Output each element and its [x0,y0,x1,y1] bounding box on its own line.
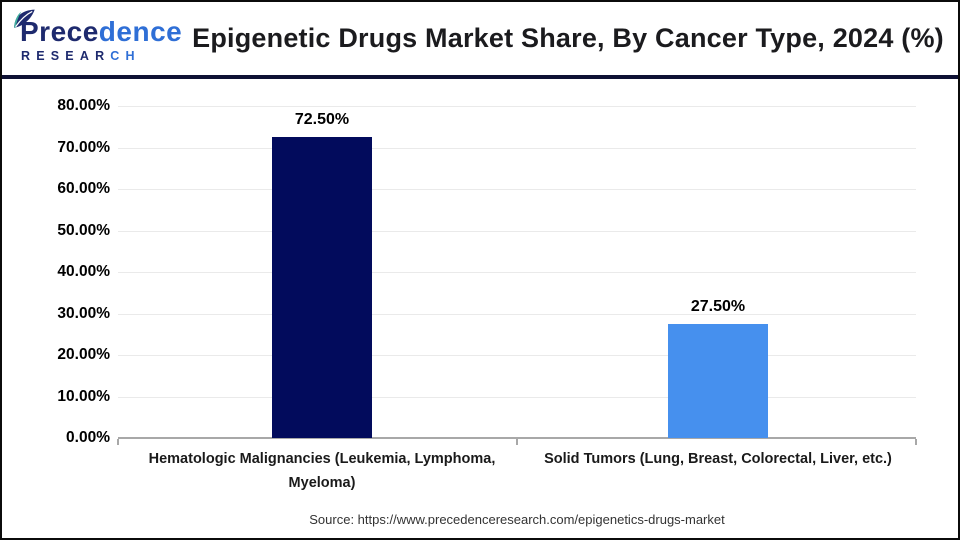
category-label-line: Myeloma) [288,474,356,491]
bar-hematologic-malignancies [272,137,372,438]
gridline-40 [118,272,916,273]
y-axis-tick-label: 60.00% [57,180,110,197]
logo-subtitle-primary: RESEAR [21,49,111,64]
y-axis-tick-label: 30.00% [57,304,110,322]
precedence-research-logo: Precedence RESEARCH [14,9,190,63]
x-axis-line [118,437,916,439]
logo-wordmark: Precedence [14,9,190,48]
logo-subtitle-secondary: CH [110,49,141,64]
bar-value-label-hematologic-malignancies: 72.50% [294,111,350,129]
y-axis-tick-label: 70.00% [57,138,110,156]
y-axis-tick-label: 50.00% [57,221,110,239]
logo-text-secondary: dence [98,16,183,48]
gridline-30 [118,313,916,315]
gridline-80 [118,106,916,107]
gridline-50 [118,230,916,232]
category-label-line: Hematologic Malignancies (Leukemia, Lymp… [148,451,496,467]
logo-text-primary: Prece [20,16,99,48]
bar-solid-tumors [668,323,768,438]
x-axis-tick-1 [516,439,518,445]
gridline-60 [118,189,916,190]
x-axis-tick-2 [915,439,917,445]
y-axis-tick-label: 0.00% [66,429,110,446]
chart-title: Epigenetic Drugs Market Share, By Cancer… [192,23,944,53]
gridline-20 [118,355,916,356]
logo-subtitle: RESEARCH [18,50,190,63]
y-axis-tick-label: 40.00% [57,263,110,280]
x-axis-tick-0 [117,439,119,445]
bar-value-label-solid-tumors: 27.50% [690,297,746,315]
y-axis-tick-label: 10.00% [57,387,110,405]
header: Precedence RESEARCH Epigenetic Drugs Mar… [2,2,958,79]
y-axis-tick-label: 20.00% [57,346,110,363]
y-axis-tick-label: 80.00% [57,97,110,114]
gridline-70 [118,147,916,149]
source-text: Source: https://www.precedenceresearch.c… [309,512,725,527]
gridline-10 [118,396,916,398]
category-label-line: Solid Tumors (Lung, Breast, Colorectal, … [544,451,892,467]
x-axis-category-label-hematologic-malignancies: Hematologic Malignancies (Leukemia, Lymp… [122,448,522,495]
x-axis-category-label-solid-tumors: Solid Tumors (Lung, Breast, Colorectal, … [518,448,918,472]
leaf-icon [14,9,35,29]
